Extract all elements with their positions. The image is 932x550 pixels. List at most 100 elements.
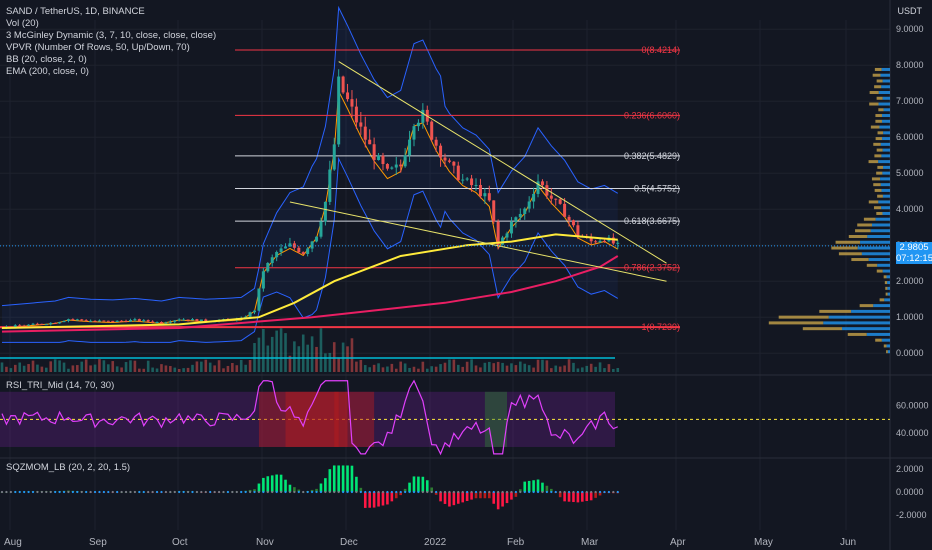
volume-bar <box>541 359 544 372</box>
candle-body <box>589 237 593 242</box>
candle-body <box>159 322 163 324</box>
volume-bar <box>53 359 57 372</box>
sqz-momentum-bar <box>425 480 429 492</box>
indicator-vpvr[interactable]: VPVR (Number Of Rows, 50, Up/Down, 70) <box>6 42 190 53</box>
candle-body <box>412 126 416 140</box>
vpvr-down-bar <box>868 200 879 204</box>
currency-label: USDT <box>897 6 923 16</box>
sqz-momentum-bar <box>589 492 593 501</box>
candle-body <box>204 319 208 322</box>
candle-body <box>297 247 301 253</box>
volume-bar <box>328 352 332 372</box>
volume-bar <box>222 368 225 372</box>
candle-body <box>558 199 562 204</box>
candle-body <box>483 193 487 197</box>
sqz-momentum-bar <box>417 476 420 492</box>
sqz-pane-label[interactable]: SQZMOM_LB (20, 2, 20, 1.5) <box>6 462 131 473</box>
candle-body <box>594 241 598 243</box>
sqz-dot <box>45 490 48 494</box>
sqz-momentum-bar <box>324 478 327 492</box>
sqz-momentum-bar <box>541 482 544 492</box>
sqz-dot <box>381 490 385 494</box>
sqz-y-tick-label: 0.0000 <box>896 487 924 497</box>
volume-bar <box>5 366 8 372</box>
sqz-momentum-bar <box>448 492 451 507</box>
fib-level-label: 0.5(4.5752) <box>634 183 680 193</box>
sqz-dot <box>253 490 256 494</box>
sqz-dot <box>408 490 411 494</box>
y-tick-label: 1.0000 <box>896 312 924 322</box>
rsi-pane-label[interactable]: RSI_TRI_Mid (14, 70, 30) <box>6 380 115 391</box>
sqz-dot <box>200 490 203 494</box>
sqz-dot <box>430 490 433 494</box>
volume-bar <box>412 366 416 372</box>
volume-bar <box>425 368 429 372</box>
candle-body <box>124 320 128 322</box>
indicator-bb[interactable]: BB (20, close, 2, 0) <box>6 54 87 65</box>
sqz-momentum-bar <box>257 483 261 492</box>
vpvr-down-bar <box>885 286 888 290</box>
volume-bar <box>279 328 283 372</box>
vpvr-up-bar <box>878 200 890 204</box>
volume-bar <box>27 364 30 372</box>
candle-body <box>492 200 496 222</box>
candle-body <box>554 198 558 200</box>
candle-body <box>567 216 571 221</box>
volume-bar <box>496 361 500 372</box>
candle-body <box>430 121 434 140</box>
rsi-zone-highlight <box>334 391 375 447</box>
vpvr-down-bar <box>768 321 824 325</box>
sqz-momentum-bar <box>585 492 589 501</box>
y-tick-label: 8.0000 <box>896 60 924 70</box>
vpvr-up-bar <box>881 154 890 158</box>
sqz-momentum-bar <box>275 474 278 492</box>
sqz-dot <box>235 490 238 494</box>
sqz-dot <box>319 490 323 494</box>
volume-bar <box>386 366 389 372</box>
sqz-momentum-bar <box>461 492 465 503</box>
bb-fill <box>2 7 618 343</box>
chart-legend: SAND / TetherUS, 1D, BINANCE Vol (20) 3 … <box>6 6 216 78</box>
sqz-dot <box>412 490 416 494</box>
candle-body <box>385 164 389 169</box>
sqz-dot <box>532 490 535 494</box>
sqz-momentum-bar <box>399 492 402 496</box>
volume-bar <box>297 346 301 372</box>
sqz-dot <box>275 490 278 494</box>
vpvr-up-bar <box>878 102 890 106</box>
candle-body <box>439 145 443 158</box>
vpvr-up-bar <box>887 281 890 285</box>
candle-body <box>328 169 332 202</box>
candle-body <box>102 320 106 322</box>
indicator-volume[interactable]: Vol (20) <box>6 18 39 29</box>
sqz-dot <box>306 490 309 494</box>
sqz-momentum-bar <box>363 492 367 508</box>
sqz-dot <box>373 490 376 494</box>
candle-body <box>106 320 110 322</box>
candle-body <box>142 320 146 322</box>
volume-bar <box>107 364 110 372</box>
sqz-dot <box>191 490 194 494</box>
vpvr-up-bar <box>866 332 890 336</box>
symbol-title[interactable]: SAND / TetherUS, 1D, BINANCE <box>6 6 145 17</box>
candle-body <box>532 193 536 202</box>
y-tick-label: 5.0000 <box>896 168 924 178</box>
vpvr-up-bar <box>882 148 890 152</box>
sqz-dot <box>89 490 92 494</box>
candle-body <box>257 288 261 311</box>
volume-bar <box>22 365 26 372</box>
indicator-mcginley[interactable]: 3 McGinley Dynamic (3, 7, 10, close, clo… <box>6 30 217 41</box>
candle-body <box>133 319 137 321</box>
ema200-line <box>1 255 619 333</box>
sqz-dot <box>572 490 575 494</box>
candle-body <box>523 208 527 214</box>
candle-body <box>13 325 17 328</box>
vpvr-down-bar <box>876 148 883 152</box>
indicator-ema[interactable]: EMA (200, close, 0) <box>6 66 89 77</box>
candle-body <box>372 144 376 161</box>
candle-body <box>97 320 101 322</box>
candle-body <box>155 322 159 324</box>
vpvr-down-bar <box>855 229 871 233</box>
x-tick-label: Feb <box>507 537 525 548</box>
